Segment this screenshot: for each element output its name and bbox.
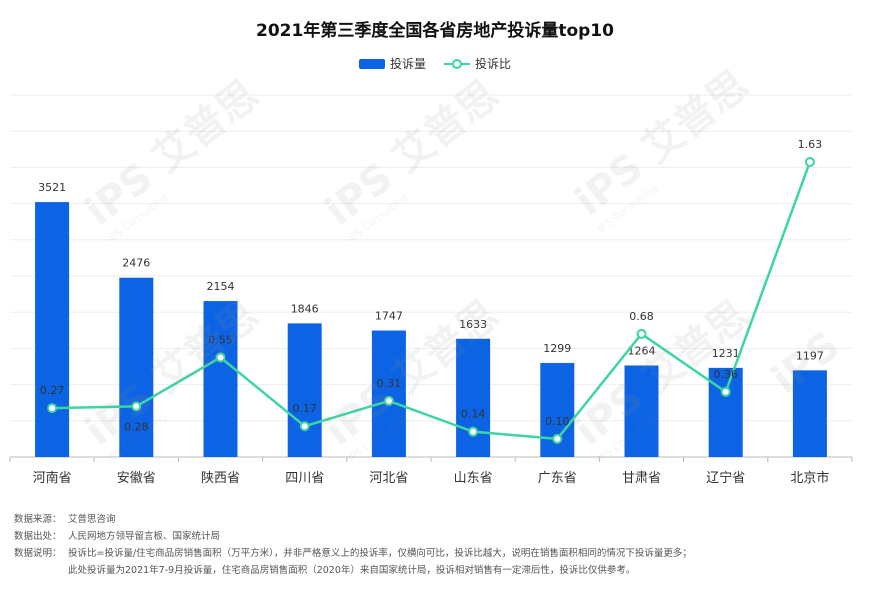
x-tick-label: 陕西省 <box>201 471 240 486</box>
bar <box>708 367 743 457</box>
ratio-data-label: 0.14 <box>461 408 486 421</box>
bar <box>35 202 70 457</box>
ratio-point <box>215 352 226 363</box>
ratio-point <box>636 328 647 339</box>
x-tick-label: 广东省 <box>538 471 577 486</box>
note-origin: 数据出处： 人民网地方领导留言板、国家统计局 <box>14 531 221 542</box>
x-tick-label: 四川省 <box>285 471 324 486</box>
x-tick-label: 河南省 <box>33 470 72 486</box>
bar <box>792 370 827 457</box>
bar <box>624 365 659 457</box>
bar-data-label: 3521 <box>38 181 66 194</box>
bar-data-label: 1846 <box>291 302 319 315</box>
chart-title: 2021年第三季度全国各省房地产投诉量top10 <box>256 21 614 41</box>
bar-data-label: 1747 <box>375 310 403 323</box>
bar <box>456 338 491 457</box>
ratio-point <box>804 156 815 167</box>
chart-area: 3521 河南省 2476 安徽省 2154 陕西省 1846 四川省 1747 河北省 1633 山… <box>9 94 853 486</box>
legend: 投诉量 投诉比 <box>0 55 870 72</box>
ratio-point <box>383 395 394 406</box>
bar <box>119 277 154 457</box>
bar <box>287 323 322 457</box>
ratio-point <box>299 421 310 432</box>
ratio-data-label: 0.36 <box>713 368 738 381</box>
ratio-point <box>131 401 142 412</box>
ratio-data-label: 0.17 <box>292 402 317 415</box>
bar <box>371 330 406 457</box>
x-tick-label: 北京市 <box>790 470 829 486</box>
ratio-data-label: 0.27 <box>40 384 65 397</box>
legend-item-complaints[interactable]: 投诉量 <box>358 55 426 72</box>
x-tick-label: 山东省 <box>454 471 493 486</box>
bar-data-label: 1299 <box>543 342 571 355</box>
note-source: 数据来源： 艾普思咨询 <box>14 514 116 525</box>
ratio-data-label: 0.55 <box>208 333 233 346</box>
ratio-point <box>552 433 563 444</box>
x-tick-label: 河北省 <box>369 471 408 486</box>
ratio-point <box>47 403 58 414</box>
ratio-data-label: 1.63 <box>798 138 823 151</box>
ratio-data-label: 0.10 <box>545 415 570 428</box>
x-tick-label: 安徽省 <box>117 471 156 486</box>
legend-line-swatch <box>444 58 470 69</box>
ratio-data-label: 0.28 <box>124 420 149 433</box>
bar-data-label: 1231 <box>712 347 740 360</box>
note-explanation: 数据说明： 投诉比=投诉量/住宅商品房销售面积（万平方米），并非严格意义上的投诉… <box>14 548 692 559</box>
source-notes: 数据来源： 艾普思咨询 数据出处： 人民网地方领导留言板、国家统计局 数据说明：… <box>14 511 692 579</box>
x-tick-label: 辽宁省 <box>706 470 745 486</box>
x-tick-label: 甘肃省 <box>622 471 661 486</box>
bar-data-label: 2154 <box>207 280 235 293</box>
bar-data-label: 1264 <box>628 344 656 357</box>
ratio-data-label: 0.68 <box>629 310 654 323</box>
ratio-data-label: 0.31 <box>377 377 402 390</box>
ratio-point <box>468 426 479 437</box>
legend-label-complaints: 投诉量 <box>389 57 426 71</box>
ratio-line <box>52 161 812 441</box>
bar-data-label: 1633 <box>459 318 487 331</box>
note-explanation-cont: 此处投诉量为2021年7-9月投诉量，住宅商品房销售面积（2020年）来自国家统… <box>68 565 636 576</box>
bar-data-label: 1197 <box>796 349 824 362</box>
bar-data-label: 2476 <box>122 257 150 270</box>
legend-label-ratio: 投诉比 <box>475 57 512 71</box>
bar <box>203 301 238 457</box>
legend-item-ratio[interactable]: 投诉比 <box>444 55 511 72</box>
legend-bar-swatch <box>358 58 385 69</box>
ratio-point <box>720 386 731 397</box>
